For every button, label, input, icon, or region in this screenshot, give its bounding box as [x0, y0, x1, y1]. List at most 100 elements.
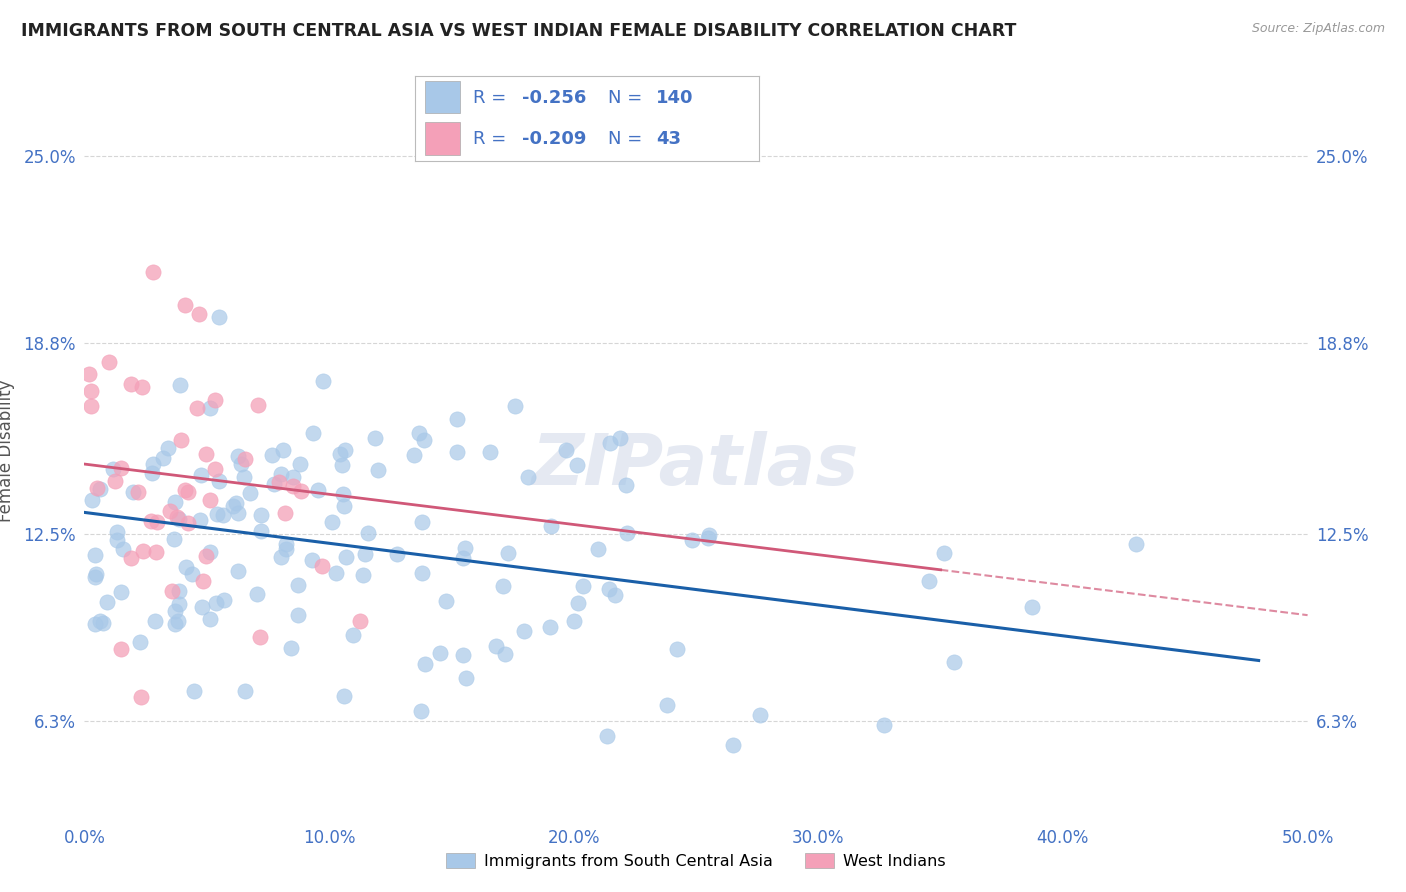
Point	[142, 265, 165, 279]
Point	[98, 354, 121, 368]
Point	[413, 657, 436, 671]
Point	[229, 458, 252, 472]
Point	[354, 548, 377, 562]
Point	[247, 398, 270, 412]
Point	[162, 532, 184, 546]
Text: IMMIGRANTS FROM SOUTH CENTRAL ASIA VS WEST INDIAN FEMALE DISABILITY CORRELATION : IMMIGRANTS FROM SOUTH CENTRAL ASIA VS WE…	[21, 22, 1017, 40]
Point	[143, 614, 166, 628]
Point	[183, 683, 205, 698]
Point	[77, 367, 100, 381]
Point	[129, 634, 152, 648]
Point	[451, 551, 474, 566]
Point	[86, 481, 108, 495]
Point	[329, 447, 352, 461]
Point	[120, 376, 142, 391]
Point	[352, 567, 374, 582]
Point	[84, 616, 107, 631]
Point	[198, 401, 221, 415]
Point	[349, 614, 371, 628]
Point	[301, 425, 323, 440]
Point	[280, 641, 302, 656]
Text: -0.256: -0.256	[522, 89, 586, 107]
Point	[174, 483, 197, 498]
Point	[228, 506, 250, 520]
Point	[145, 516, 167, 530]
Point	[749, 708, 772, 723]
Point	[263, 476, 285, 491]
Point	[554, 443, 576, 458]
Point	[167, 614, 190, 628]
Point	[411, 566, 433, 580]
Point	[180, 567, 202, 582]
Point	[321, 515, 343, 529]
Point	[222, 499, 245, 513]
Point	[191, 600, 214, 615]
Point	[163, 495, 186, 509]
Point	[505, 399, 527, 413]
Point	[195, 549, 218, 564]
Point	[332, 487, 354, 501]
Point	[198, 545, 221, 559]
Point	[342, 628, 364, 642]
Point	[599, 436, 621, 450]
Point	[104, 475, 127, 489]
FancyBboxPatch shape	[425, 81, 460, 113]
Point	[274, 541, 297, 556]
Point	[145, 545, 167, 559]
Point	[174, 560, 197, 574]
Point	[204, 393, 226, 408]
Text: 43: 43	[655, 129, 681, 147]
Point	[105, 524, 128, 539]
Point	[270, 467, 292, 482]
Text: R =: R =	[474, 129, 512, 147]
Point	[270, 550, 292, 565]
Point	[226, 564, 249, 578]
Point	[287, 578, 309, 592]
Point	[239, 486, 262, 500]
Point	[934, 546, 956, 560]
Point	[80, 399, 103, 413]
Point	[614, 478, 637, 492]
Point	[163, 604, 186, 618]
Point	[129, 690, 152, 704]
Point	[434, 594, 457, 608]
Point	[697, 528, 720, 542]
Point	[198, 493, 221, 508]
Text: 140: 140	[655, 89, 693, 107]
Point	[191, 574, 214, 588]
Point	[188, 513, 211, 527]
Point	[208, 310, 231, 324]
Text: N =: N =	[607, 129, 648, 147]
Point	[200, 611, 222, 625]
Point	[513, 624, 536, 639]
Text: Source: ZipAtlas.com: Source: ZipAtlas.com	[1251, 22, 1385, 36]
Point	[80, 492, 103, 507]
Point	[269, 475, 291, 490]
Point	[301, 553, 323, 567]
Point	[157, 441, 180, 455]
Point	[404, 448, 426, 462]
Point	[492, 579, 515, 593]
Point	[446, 412, 468, 426]
Point	[110, 584, 132, 599]
Point	[572, 579, 595, 593]
Text: ZIPatlas: ZIPatlas	[533, 431, 859, 500]
Legend: Immigrants from South Central Asia, West Indians: Immigrants from South Central Asia, West…	[440, 847, 952, 876]
Point	[367, 463, 389, 477]
Point	[429, 646, 451, 660]
Point	[225, 496, 247, 510]
Point	[208, 475, 231, 489]
Point	[333, 689, 356, 703]
Point	[666, 642, 689, 657]
Point	[412, 433, 434, 447]
Point	[176, 485, 198, 500]
Point	[249, 630, 271, 644]
Point	[538, 620, 561, 634]
Point	[307, 483, 329, 498]
Point	[84, 548, 107, 562]
Point	[186, 401, 208, 415]
Point	[287, 607, 309, 622]
Point	[190, 468, 212, 483]
Point	[356, 526, 378, 541]
Point	[596, 730, 619, 744]
